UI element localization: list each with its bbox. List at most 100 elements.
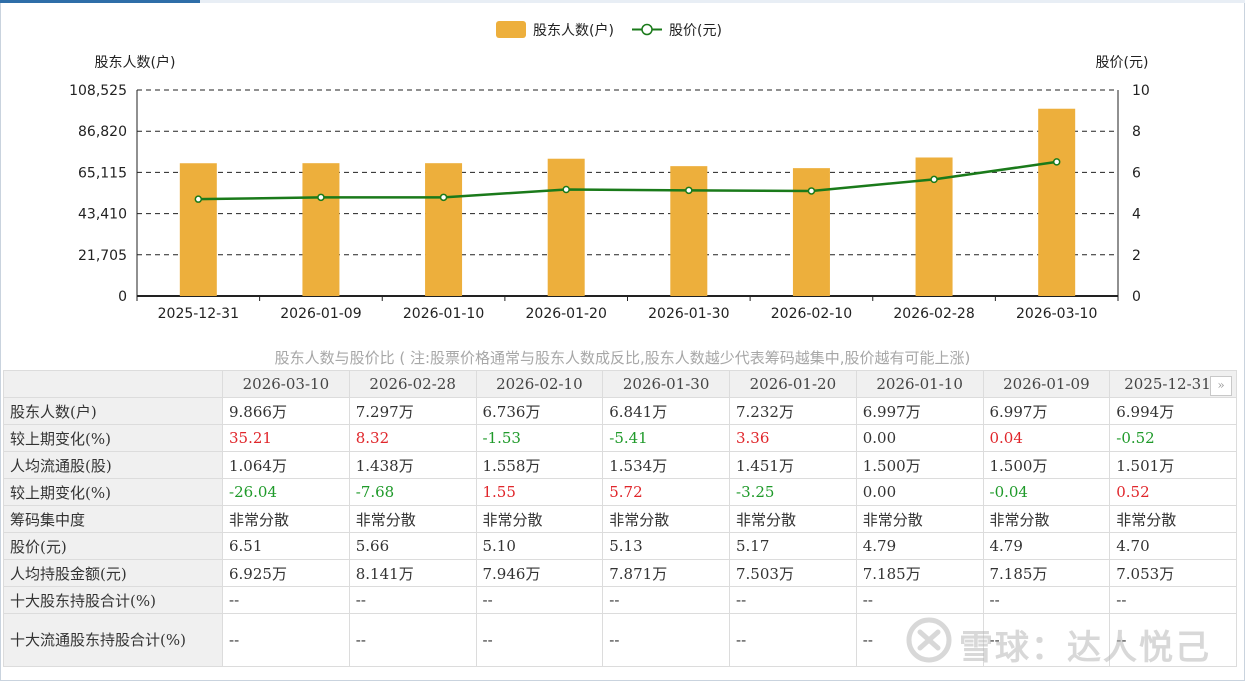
bar [179, 163, 217, 296]
table-cell: 8.32 [348, 424, 477, 452]
y-axis-title-left: 股东人数(户) [95, 54, 176, 71]
table-row: 人均流通股(股) 1.064万 1.438万 1.558万 1.534万 1.451万 1.… [3, 451, 1237, 479]
table-body: 股东人数(户) 9.866万 7.297万 6.736万 6.841万 7.232万 6.9… [3, 397, 1237, 667]
double-chevron-right-icon[interactable]: » [1210, 376, 1232, 396]
table-header-date: 2026-03-10 [222, 370, 350, 398]
bar [1038, 108, 1076, 296]
row-label: 人均流通股(股) [3, 451, 223, 479]
price-point [317, 193, 325, 202]
y-tick-label-right: 2 [1132, 248, 1141, 264]
bar [670, 166, 708, 296]
table-cell: 4.79 [855, 532, 984, 560]
table-cell: -- [222, 586, 350, 614]
table-cell: 非常分散 [729, 505, 857, 533]
x-tick-label: 2026-01-30 [648, 306, 729, 322]
table-cell: 6.997万 [855, 397, 984, 425]
table-cell: 1.438万 [348, 451, 477, 479]
table-cell: -- [1109, 586, 1237, 614]
row-label: 股价(元) [3, 532, 223, 560]
table-cell: -- [1109, 613, 1237, 667]
table-cell: 6.51 [222, 532, 350, 560]
row-label: 股东人数(户) [3, 397, 223, 425]
table-cell: 8.141万 [348, 559, 477, 587]
x-tick-label: 2026-01-10 [403, 306, 484, 322]
price-point [685, 186, 693, 195]
table-cell: -- [729, 586, 857, 614]
table-cell: 1.064万 [222, 451, 350, 479]
table-cell: 非常分散 [222, 505, 350, 533]
table-cell: 0.04 [982, 424, 1111, 452]
table-row: 十大股东持股合计(%) -- -- -- -- -- -- -- -- [3, 586, 1237, 614]
table-header-date: 2026-01-10 [855, 370, 984, 398]
row-label: 十大流通股东持股合计(%) [3, 613, 223, 667]
table-cell: 7.871万 [602, 559, 730, 587]
x-tick-label: 2026-01-09 [280, 306, 361, 322]
price-point [1052, 158, 1061, 166]
table-cell: -26.04 [222, 478, 350, 506]
table-cell: 0.00 [855, 478, 984, 506]
y-tick-label-left: 86,820 [78, 124, 127, 140]
table-cell: 6.841万 [602, 397, 730, 425]
table-cell: 7.946万 [475, 559, 604, 587]
table-cell: 7.185万 [982, 559, 1111, 587]
y-tick-label-left: 108,525 [69, 83, 127, 99]
table-cell: 非常分散 [855, 505, 984, 533]
table-cell: 7.053万 [1109, 559, 1237, 587]
table-row: 筹码集中度 非常分散 非常分散 非常分散 非常分散 非常分散 非常分散 非常分散 非常分散 [3, 505, 1237, 533]
y-tick-label-left: 0 [118, 289, 127, 305]
table-header-date: 2026-01-30 [602, 370, 730, 398]
table-cell: 5.72 [602, 478, 730, 506]
table-cell: 非常分散 [1109, 505, 1237, 533]
x-tick-label: 2026-01-20 [526, 306, 607, 322]
price-point [439, 193, 448, 202]
shareholder-price-chart: 0 21,705 43,410 65,115 86,820 108,525 0 2 4 6 8 10 股… [69, 21, 1150, 322]
table-cell: 6.997万 [982, 397, 1111, 425]
price-point [807, 187, 816, 195]
table-header-row: 2026-03-10 2026-02-28 2026-02-10 2026-01… [3, 370, 1237, 398]
table-header-date-text: 2025-12-31 [1124, 375, 1211, 393]
table-cell: 7.503万 [729, 559, 857, 587]
legend-swatch-point [641, 23, 653, 36]
table-cell: 4.79 [982, 532, 1111, 560]
legend-swatch-bar [496, 21, 526, 38]
table-cell: 1.501万 [1109, 451, 1237, 479]
table-cell: -- [602, 586, 730, 614]
table-cell: -- [855, 613, 984, 667]
y-tick-label-right: 0 [1132, 289, 1141, 305]
table-cell: 非常分散 [982, 505, 1111, 533]
table-row: 股东人数(户) 9.866万 7.297万 6.736万 6.841万 7.232万 6.9… [3, 397, 1237, 425]
table-row: 十大流通股东持股合计(%) -- -- -- -- -- -- -- -- [3, 613, 1237, 667]
table-cell: 5.17 [729, 532, 857, 560]
x-tick-label: 2025-12-31 [158, 306, 239, 322]
table-cell: 9.866万 [222, 397, 350, 425]
bar [547, 158, 585, 296]
top-bar [0, 0, 1245, 3]
table-header-date: 2026-01-20 [729, 370, 857, 398]
y-tick-label-right: 4 [1132, 207, 1141, 223]
y-tick-label-right: 8 [1132, 124, 1141, 140]
y-tick-label-left: 65,115 [78, 165, 127, 181]
table-cell: -- [729, 613, 857, 667]
table-cell: -- [982, 613, 1111, 667]
x-tick-label: 2026-02-28 [893, 306, 974, 322]
table-header-date: 2026-02-28 [348, 370, 477, 398]
table-row: 较上期变化(%) 35.21 8.32 -1.53 -5.41 3.36 0.00 0.04-… [3, 424, 1237, 452]
table-cell: 0.00 [855, 424, 984, 452]
row-label: 人均持股金额(元) [3, 559, 223, 587]
table-cell: 7.185万 [855, 559, 984, 587]
y-tick-label-right: 6 [1132, 165, 1141, 181]
chart-caption: 股东人数与股价比 ( 注:股票价格通常与股东人数成反比,股东人数越少代表筹码越集… [274, 349, 971, 367]
table-cell: 5.13 [602, 532, 730, 560]
table-row: 股价(元) 6.51 5.66 5.10 5.13 5.17 4.79 4.79 4.70 [3, 532, 1237, 560]
table-cell: -- [855, 586, 984, 614]
table-cell: -3.25 [729, 478, 857, 506]
table-cell: 1.534万 [602, 451, 730, 479]
x-tick-label: 2026-03-10 [1016, 306, 1097, 322]
price-point [562, 185, 570, 194]
top-bar-accent [0, 0, 200, 3]
table-cell: -- [348, 586, 477, 614]
row-label: 较上期变化(%) [3, 478, 223, 506]
table-cell: 5.66 [348, 532, 477, 560]
table-row: 人均持股金额(元) 6.925万 8.141万 7.946万 7.871万 7.503万 7… [3, 559, 1237, 587]
table-cell: -- [222, 613, 350, 667]
